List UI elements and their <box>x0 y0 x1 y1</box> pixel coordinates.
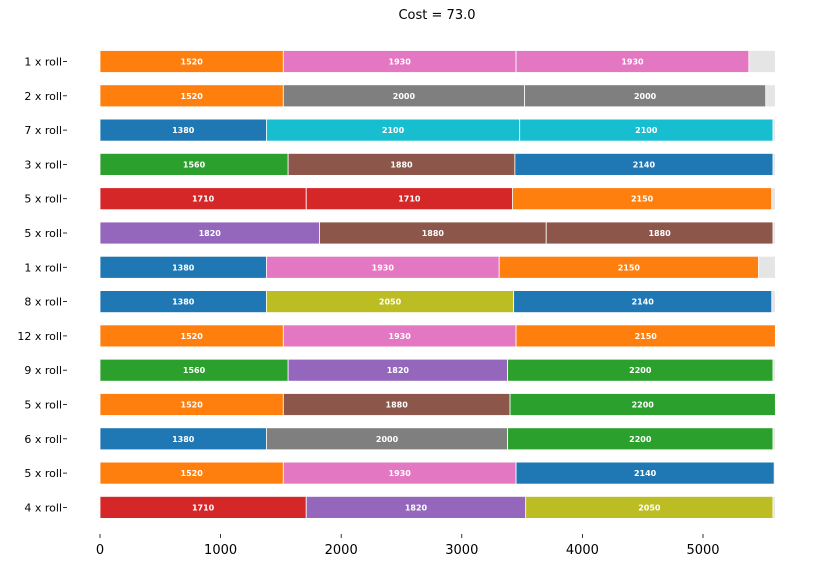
segment-label: 1520 <box>181 92 204 101</box>
row-label: 5 x roll <box>24 227 62 240</box>
bar-segment <box>509 393 776 416</box>
x-tick-label: 4000 <box>566 543 599 558</box>
segment-label: 1520 <box>181 469 204 478</box>
segment-label: 2140 <box>634 469 657 478</box>
segment-label: 1880 <box>390 160 413 169</box>
row-label: 2 x roll <box>24 90 62 103</box>
row-label: 5 x roll <box>24 467 62 480</box>
bar-segment <box>514 152 774 176</box>
x-tick-label: 5000 <box>686 543 719 558</box>
segment-label: 1880 <box>648 229 671 238</box>
segment-label: 1380 <box>172 126 195 135</box>
segment-label: 2140 <box>632 298 655 307</box>
bar-segment <box>513 290 773 314</box>
x-tick-label: 1000 <box>204 543 237 558</box>
segment-label: 2100 <box>635 126 658 135</box>
segment-label: 1820 <box>199 229 222 238</box>
segment-label: 2200 <box>632 401 655 410</box>
x-tick-label: 0 <box>96 543 104 558</box>
segment-label: 2200 <box>629 366 652 375</box>
row-label: 5 x roll <box>24 399 62 412</box>
segment-label: 2100 <box>382 126 405 135</box>
segment-label: 1520 <box>181 332 204 341</box>
bar-segment <box>519 118 774 142</box>
bar-segment <box>515 50 750 73</box>
bar-segment <box>507 358 774 382</box>
bar-segment <box>525 495 774 519</box>
segment-label: 2050 <box>638 503 661 512</box>
segment-label: 2000 <box>634 92 657 101</box>
x-axis: 0 1000 2000 3000 4000 5000 <box>96 534 720 558</box>
row-label: 8 x roll <box>24 296 62 309</box>
segment-label: 1710 <box>398 195 421 204</box>
x-tick-label: 2000 <box>325 543 358 558</box>
segment-label: 1710 <box>192 503 215 512</box>
segment-label: 1930 <box>621 58 644 67</box>
segment-label: 2000 <box>393 92 416 101</box>
bars-group: 1520 1930 1930 1520 2000 2000 1380 2100 2100 1560… <box>99 50 776 519</box>
segment-label: 2140 <box>633 160 656 169</box>
x-tick-label: 3000 <box>445 543 478 558</box>
segment-label: 1380 <box>172 263 195 272</box>
segment-label: 1380 <box>172 435 195 444</box>
row-label: 12 x roll <box>17 330 62 343</box>
row-label: 6 x roll <box>24 433 62 446</box>
segment-label: 1710 <box>192 195 215 204</box>
segment-label: 1880 <box>422 229 445 238</box>
bar-segment <box>507 427 774 451</box>
segment-label: 2200 <box>629 435 652 444</box>
segment-label: 1930 <box>389 332 412 341</box>
bar-segment <box>498 255 759 279</box>
bar-segment <box>524 84 767 108</box>
row-label: 5 x roll <box>24 193 62 206</box>
segment-label: 2150 <box>618 263 641 272</box>
row-label: 1 x roll <box>24 56 62 69</box>
segment-label: 1930 <box>372 263 395 272</box>
row-label: 9 x roll <box>24 364 62 377</box>
segment-label: 1880 <box>386 401 409 410</box>
segment-label: 1520 <box>181 401 204 410</box>
segment-label: 2150 <box>635 332 658 341</box>
bar-segment <box>512 187 773 211</box>
bar-segment <box>545 221 774 245</box>
bar-segment <box>515 461 775 485</box>
row-label: 7 x roll <box>24 124 62 137</box>
segment-label: 1930 <box>389 469 412 478</box>
bar-segment <box>515 324 776 348</box>
segment-label: 1560 <box>183 160 206 169</box>
segment-label: 2050 <box>379 298 402 307</box>
row-labels-group: 1 x roll 2 x roll 7 x roll 3 x roll 5 x roll… <box>17 56 67 514</box>
segment-label: 1380 <box>172 298 195 307</box>
row-label: 3 x roll <box>24 158 62 171</box>
chart-title: Cost = 73.0 <box>398 8 475 23</box>
segment-label: 2150 <box>631 195 654 204</box>
row-label: 4 x roll <box>24 501 62 514</box>
segment-label: 1520 <box>181 58 204 67</box>
segment-label: 1820 <box>387 366 410 375</box>
segment-label: 2000 <box>376 435 399 444</box>
segment-label: 1560 <box>183 366 206 375</box>
segment-label: 1930 <box>389 58 412 67</box>
row-label: 1 x roll <box>24 261 62 274</box>
segment-label: 1820 <box>405 503 428 512</box>
